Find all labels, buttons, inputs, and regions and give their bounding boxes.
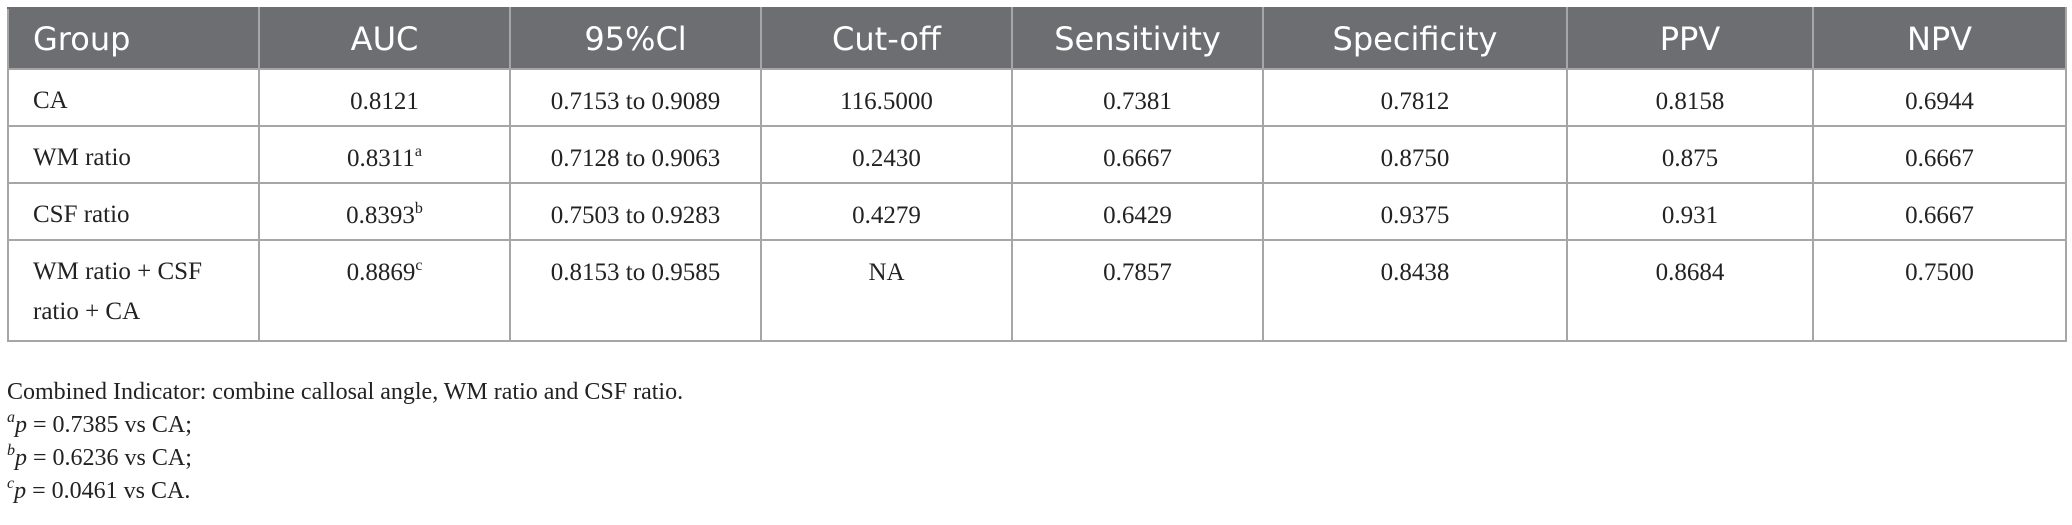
cell-text: 0.7128 to 0.9063 [550,145,721,172]
cell-text: 0.6667 [1103,145,1172,172]
cell-text: 0.8121 [350,88,419,115]
table-cell: 0.8869c [258,239,511,342]
table-row: CSF ratio 0.8393b 0.7503 to 0.9283 0.4279 0.… [7,182,2067,241]
footnote-marker: a [414,143,422,160]
footnote-marker: b [7,442,15,459]
table-cell: 0.6667 [1011,125,1264,184]
footnote-marker: a [7,409,15,426]
cell-text: WM ratio + CSF ratio + CA [33,258,202,325]
table-cell: 0.4279 [760,182,1013,241]
table-cell: 0.7153 to 0.9089 [509,68,762,127]
table-cell: 0.7128 to 0.9063 [509,125,762,184]
cell-text: 0.8311 [347,145,415,172]
cell-text: CA [33,87,68,114]
table-cell: CSF ratio [7,182,260,241]
cell-text: NA [868,259,905,286]
cell-text: 0.6667 [1905,202,1974,229]
cell-text: 0.875 [1661,145,1719,172]
header-cell: Sensitivity [1011,7,1264,70]
cell-text: 0.7857 [1103,259,1172,286]
table-cell: 0.931 [1566,182,1814,241]
table-cell: 0.7500 [1812,239,2067,342]
footnote-marker: b [414,200,423,217]
table-body: CA 0.8121 0.7153 to 0.9089 116.5000 0.7381 0.… [7,68,2067,342]
cell-text: 0.8393 [346,202,415,229]
table-cell: 0.6667 [1812,125,2067,184]
table-cell: 0.8153 to 0.9585 [509,239,762,342]
cell-text: WM ratio [33,144,131,171]
cell-text: CSF ratio [33,201,130,228]
footnote-text: = 0.0461 vs CA. [26,478,191,504]
table-cell: 0.8158 [1566,68,1814,127]
table-row: WM ratio 0.8311a 0.7128 to 0.9063 0.2430 0.6… [7,125,2067,184]
cell-text: 0.4279 [852,202,921,229]
table-cell: 0.9375 [1262,182,1568,241]
header-cell: AUC [258,7,511,70]
footnote-marker: c [415,257,423,274]
table-cell: 0.6944 [1812,68,2067,127]
footnote: bp = 0.6236 vs CA; [7,442,683,475]
cell-text: 0.8750 [1380,145,1450,172]
cell-text: 0.7503 to 0.9283 [550,202,721,229]
footnote-symbol: p [15,412,27,438]
footnote: ap = 0.7385 vs CA; [7,409,683,442]
cell-text: 0.6667 [1905,145,1974,172]
cell-text: 0.7500 [1905,259,1974,286]
footnote-symbol: p [15,445,27,471]
footnote: cp = 0.0461 vs CA. [7,475,683,508]
header-cell: Specificity [1262,7,1568,70]
table-cell: 0.8121 [258,68,511,127]
table-cell: 0.6429 [1011,182,1264,241]
table-cell: CA [7,68,260,127]
table-cell: 0.875 [1566,125,1814,184]
table-cell: 0.8393b [258,182,511,241]
table-cell: 0.7503 to 0.9283 [509,182,762,241]
header-cell: NPV [1812,7,2067,70]
cell-text: 0.8153 to 0.9585 [550,259,721,286]
footnote-symbol: p [14,478,27,504]
footnote-text: = 0.6236 vs CA; [27,445,192,471]
table-cell: 0.8684 [1566,239,1814,342]
cell-text: 0.8684 [1655,259,1725,286]
header-cell: 95%Cl [509,7,762,70]
table-cell: 0.6667 [1812,182,2067,241]
table-cell: 0.7812 [1262,68,1568,127]
footnote-text: = 0.7385 vs CA; [27,412,192,438]
table-cell: 116.5000 [760,68,1013,127]
cell-text: 0.2430 [852,145,921,172]
cell-text: 0.8158 [1655,88,1725,115]
footnote: Combined Indicator: combine callosal ang… [7,376,683,409]
cell-text: 116.5000 [840,88,933,115]
cell-text: 0.9375 [1380,202,1450,229]
table-cell: 0.2430 [760,125,1013,184]
cell-text: 0.8869 [346,259,416,286]
table-row: WM ratio + CSF ratio + CA 0.8869c 0.8153 t… [7,239,2067,342]
header-row: Group AUC 95%Cl Cut-off Sensitivity Specifici… [7,7,2067,70]
footnote-text: Combined Indicator: combine callosal ang… [7,379,684,405]
cell-text: 0.6429 [1103,202,1172,229]
results-table: Group AUC 95%Cl Cut-off Sensitivity Specifici… [7,7,2067,342]
header-cell: Group [7,7,260,70]
table-cell: 0.8750 [1262,125,1568,184]
cell-text: 0.7812 [1380,88,1450,115]
header-cell: PPV [1566,7,1814,70]
table-row: CA 0.8121 0.7153 to 0.9089 116.5000 0.7381 0.… [7,68,2067,127]
table-cell: NA [760,239,1013,342]
cell-text: 0.6944 [1905,88,1974,115]
cell-text: 0.7153 to 0.9089 [550,88,721,115]
table-cell: WM ratio [7,125,260,184]
table-cell: 0.7381 [1011,68,1264,127]
table-cell: 0.8311a [258,125,511,184]
footnotes: Combined Indicator: combine callosal ang… [7,376,683,508]
cell-text: 0.7381 [1103,88,1172,115]
header-cell: Cut-off [760,7,1013,70]
table-cell: 0.7857 [1011,239,1264,342]
footnote-marker: c [7,475,15,492]
table-cell: 0.8438 [1262,239,1568,342]
cell-text: 0.931 [1661,202,1719,229]
table-cell: WM ratio + CSF ratio + CA [7,239,260,342]
cell-text: 0.8438 [1380,259,1450,286]
